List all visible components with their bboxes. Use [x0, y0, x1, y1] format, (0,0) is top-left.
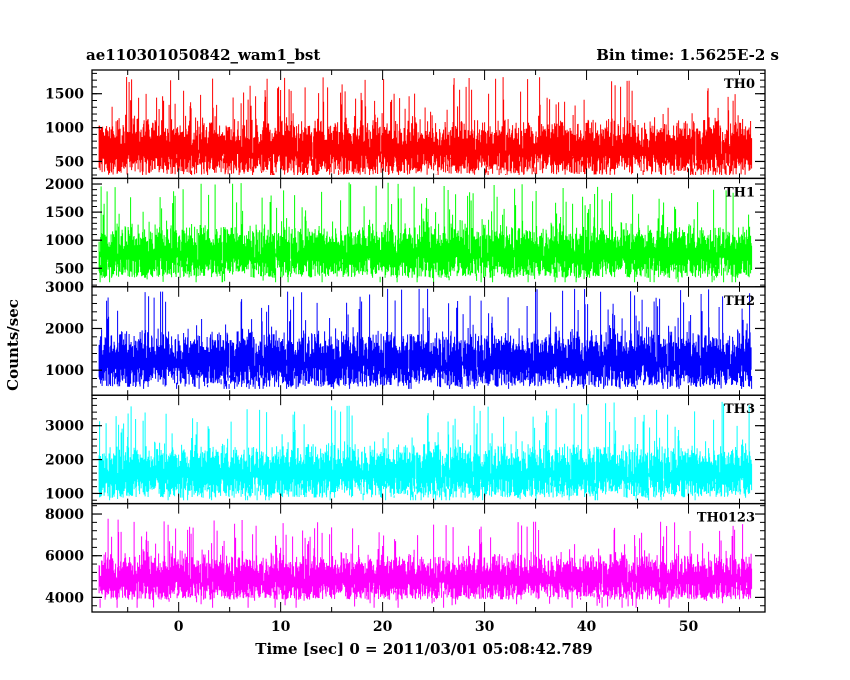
x-axis-label: Time [sec] 0 = 2011/03/01 05:08:42.789 [255, 640, 592, 658]
y-tick-label: 3000 [45, 280, 84, 296]
bin-time-label: Bin time: 1.5625E-2 s [596, 46, 779, 64]
y-tick-label: 1000 [45, 121, 84, 137]
panel-label-th0123: TH0123 [697, 511, 755, 526]
y-tick-label: 3000 [45, 419, 84, 435]
y-tick-label: 2000 [45, 453, 84, 469]
y-tick-label: 4000 [45, 590, 84, 606]
y-tick-label: 1500 [45, 87, 84, 103]
y-tick-label: 1500 [45, 205, 84, 221]
y-tick-label: 1000 [45, 363, 84, 379]
y-tick-label: 6000 [45, 549, 84, 565]
y-tick-label: 500 [55, 261, 84, 277]
y-tick-label: 2000 [45, 321, 84, 337]
panel-th3: 1000 2000 3000 TH3 [45, 394, 766, 505]
x-axis: 0 10 20 30 40 50 [174, 619, 699, 635]
plot-title: ae110301050842_wam1_bst [86, 46, 320, 64]
panel-th2: 1000 2000 3000 TH2 [45, 280, 766, 396]
x-tick-label: 10 [271, 619, 291, 635]
panel-label-th3: TH3 [724, 402, 755, 417]
x-tick-label: 40 [577, 619, 597, 635]
series-th1 [98, 182, 753, 283]
series-th0123 [98, 518, 753, 608]
y-tick-label: 2000 [45, 177, 84, 193]
y-tick-label: 1000 [45, 233, 84, 249]
panel-label-th1: TH1 [724, 185, 755, 200]
series-th0 [98, 77, 753, 175]
panel-label-th2: TH2 [724, 294, 755, 309]
panel-frame [91, 502, 766, 613]
y-tick-label: 8000 [45, 507, 84, 523]
panel-label-th0: TH0 [724, 77, 755, 92]
series-th2 [98, 288, 753, 389]
y-axis-label: Counts/sec [4, 299, 22, 391]
x-tick-label: 30 [475, 619, 495, 635]
panel-th0: 500 1000 1500 TH0 [45, 69, 766, 180]
panel-th1: 500 1000 1500 2000 TH1 [45, 177, 766, 288]
panels-group: 500 1000 1500 TH0 500 1000 1500 2000 TH1 1000 2000… [45, 69, 766, 613]
x-tick-label: 50 [679, 619, 699, 635]
series-th3 [98, 401, 753, 501]
x-tick-label: 0 [174, 619, 184, 635]
y-tick-label: 1000 [45, 486, 84, 502]
panel-th0123: 4000 6000 8000 TH0123 [45, 502, 766, 613]
x-tick-label: 20 [373, 619, 393, 635]
y-tick-label: 500 [55, 154, 84, 170]
